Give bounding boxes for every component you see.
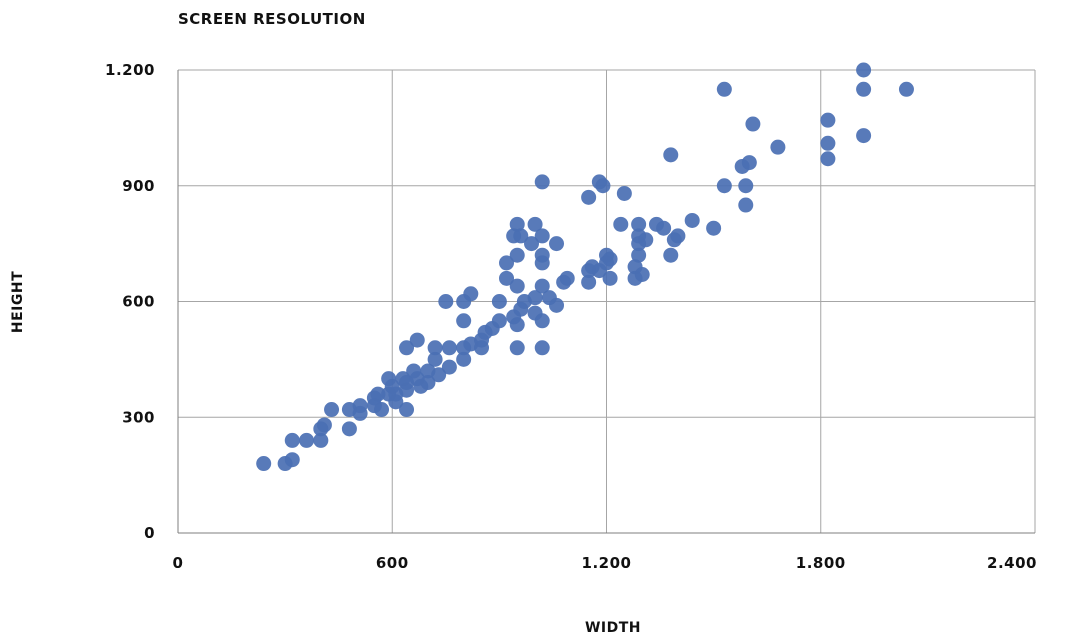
x-tick-labels: 0 600 1.200 1.800 2.400 (173, 554, 1037, 572)
data-point (284, 452, 300, 468)
data-point (313, 432, 329, 448)
data-point (856, 62, 872, 78)
data-point (738, 197, 754, 213)
x-tick-label: 1.200 (582, 554, 632, 572)
data-point (716, 81, 732, 97)
x-tick-label: 600 (376, 554, 409, 572)
data-point (663, 247, 679, 263)
data-point (631, 247, 647, 263)
data-point (427, 340, 443, 356)
data-point (341, 421, 357, 437)
data-point (595, 178, 611, 194)
data-point (256, 456, 272, 472)
y-tick-label: 0 (144, 524, 155, 542)
data-point (631, 216, 647, 232)
data-point (898, 81, 914, 97)
data-point (613, 216, 629, 232)
data-point (527, 290, 543, 306)
data-points (256, 62, 914, 472)
data-point (509, 278, 525, 294)
data-point (534, 313, 550, 329)
data-point (399, 402, 415, 418)
data-point (456, 313, 472, 329)
data-point (509, 317, 525, 333)
grid (178, 69, 1036, 533)
data-point (491, 294, 507, 309)
data-point (370, 386, 386, 402)
data-point (316, 417, 332, 433)
data-point (527, 216, 543, 232)
y-tick-label: 1.200 (105, 61, 155, 79)
data-point (634, 266, 650, 282)
data-point (441, 340, 457, 356)
data-point (770, 139, 786, 155)
axes (177, 70, 1035, 534)
data-point (820, 151, 836, 167)
data-point (463, 286, 479, 302)
data-point (638, 232, 654, 248)
data-point (441, 359, 457, 375)
data-point (409, 332, 425, 348)
data-point (427, 351, 443, 367)
data-point (856, 128, 872, 144)
data-point (509, 216, 525, 232)
data-point (602, 251, 618, 267)
y-tick-labels: 0 300 600 900 1.200 (105, 61, 155, 542)
x-tick-label: 0 (173, 554, 184, 572)
y-tick-label: 900 (122, 177, 155, 195)
data-point (549, 236, 565, 252)
data-point (534, 340, 550, 356)
data-point (299, 432, 315, 448)
data-point (509, 247, 525, 263)
data-point (559, 270, 575, 286)
data-point (524, 236, 540, 252)
data-point (616, 185, 632, 201)
data-point (388, 394, 404, 410)
data-point (656, 220, 672, 236)
data-point (499, 255, 515, 271)
data-point (509, 340, 525, 356)
data-point (374, 402, 390, 418)
data-point (352, 405, 368, 421)
data-point (549, 297, 565, 313)
data-point (738, 178, 754, 194)
data-point (670, 228, 686, 244)
data-point (716, 178, 732, 194)
data-point (491, 313, 507, 329)
x-tick-label: 2.400 (987, 554, 1037, 572)
data-point (706, 220, 722, 236)
data-point (741, 155, 757, 171)
data-point (663, 147, 679, 163)
data-point (513, 228, 529, 244)
data-point (420, 375, 436, 391)
y-axis-title: HEIGHT (10, 271, 26, 333)
data-point (602, 270, 618, 286)
chart-title: SCREEN RESOLUTION (178, 10, 366, 28)
data-point (456, 351, 472, 367)
data-point (684, 212, 700, 228)
data-point (534, 228, 550, 244)
data-point (581, 274, 597, 290)
y-tick-label: 600 (122, 293, 155, 311)
data-point (581, 189, 597, 205)
data-point (399, 340, 415, 356)
data-point (820, 112, 836, 128)
x-tick-label: 1.800 (796, 554, 846, 572)
data-point (820, 135, 836, 151)
data-point (534, 255, 550, 271)
data-point (534, 278, 550, 294)
data-point (284, 432, 300, 448)
data-point (438, 294, 454, 309)
data-point (856, 81, 872, 97)
data-point (431, 367, 447, 383)
data-point (474, 340, 490, 356)
y-tick-label: 300 (122, 408, 155, 426)
data-point (324, 402, 340, 418)
data-point (745, 116, 761, 132)
data-point (534, 174, 550, 190)
data-point (399, 382, 415, 398)
x-axis-title: WIDTH (585, 620, 641, 636)
data-point (499, 270, 515, 286)
